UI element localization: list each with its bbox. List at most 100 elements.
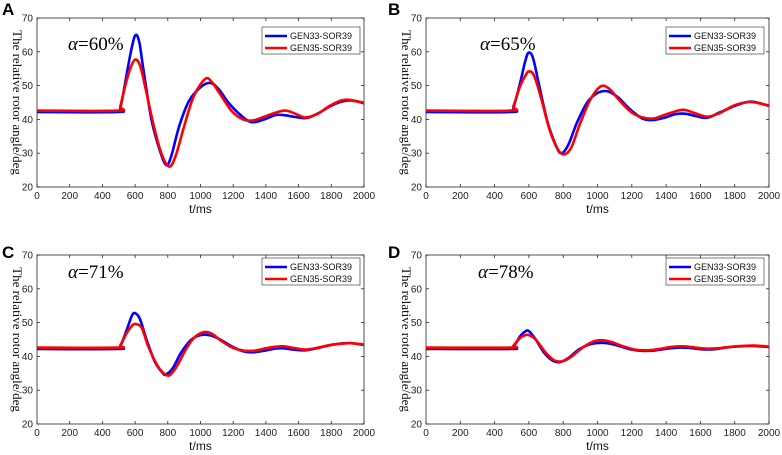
panel-label: C — [2, 243, 14, 262]
y-tick-label: 30 — [22, 149, 34, 160]
x-tick-label: 800 — [555, 428, 572, 439]
y-tick-label: 40 — [411, 352, 423, 363]
x-axis-label: t/ms — [189, 439, 212, 453]
x-tick-label: 2000 — [353, 191, 376, 202]
y-tick-label: 40 — [22, 115, 34, 126]
x-tick-label: 600 — [521, 191, 538, 202]
x-tick-label: 1600 — [689, 428, 712, 439]
x-tick-label: 800 — [159, 428, 176, 439]
y-tick-label: 20 — [411, 183, 423, 194]
legend-box — [261, 26, 361, 55]
x-tick-label: 800 — [159, 191, 176, 202]
y-tick-label: 30 — [411, 149, 423, 160]
legend-box — [261, 257, 361, 286]
y-tick-label: 60 — [411, 47, 423, 58]
y-axis-label: The relative rotor angle/deg — [10, 30, 25, 175]
legend-label: GEN33-SOR39 — [290, 31, 352, 41]
x-tick-label: 400 — [94, 191, 111, 202]
x-tick-label: 2000 — [758, 191, 781, 202]
alpha-value: =60% — [78, 34, 124, 55]
y-tick-label: 60 — [22, 47, 34, 58]
x-tick-label: 2000 — [758, 428, 781, 439]
x-tick-label: 400 — [486, 191, 503, 202]
panel-label: A — [2, 0, 14, 19]
x-tick-label: 1800 — [320, 191, 343, 202]
x-tick-label: 1400 — [255, 191, 278, 202]
series-line-gen35-sor39 — [37, 58, 364, 168]
y-axis-label: The relative rotor angle/deg — [399, 30, 414, 175]
x-tick-label: 1200 — [222, 191, 245, 202]
x-tick-label: 1000 — [189, 428, 212, 439]
alpha-annotation: α=65% — [480, 34, 536, 55]
y-tick-label: 50 — [22, 318, 34, 329]
x-tick-label: 800 — [555, 191, 572, 202]
x-tick-label: 1800 — [320, 428, 343, 439]
y-tick-label: 30 — [411, 386, 423, 397]
y-tick-label: 40 — [411, 115, 423, 126]
chart-panel-b: 0 200 400 600 800 1000 1200 1400 1600 1800 2000 20 3… — [388, 0, 781, 216]
x-tick-label: 1200 — [621, 191, 644, 202]
x-tick-label: 400 — [486, 428, 503, 439]
chart-panel-d: 0 200 400 600 800 1000 1200 1400 1600 1800 2000 20 3… — [388, 243, 781, 453]
alpha-symbol: α — [68, 262, 79, 283]
y-tick-label: 50 — [411, 318, 423, 329]
x-tick-label: 600 — [127, 191, 144, 202]
x-tick-label: 200 — [61, 428, 78, 439]
legend-label: GEN33-SOR39 — [290, 262, 352, 272]
x-tick-label: 1600 — [689, 191, 712, 202]
x-tick-label: 1600 — [287, 191, 310, 202]
x-tick-label: 1000 — [189, 191, 212, 202]
y-tick-label: 20 — [411, 420, 423, 431]
y-tick-label: 40 — [22, 352, 34, 363]
alpha-annotation: α=60% — [68, 34, 124, 55]
y-axis-label: The relative rotor angle/deg — [399, 267, 414, 412]
x-tick-label: 0 — [423, 191, 429, 202]
y-tick-label: 60 — [411, 284, 423, 295]
y-tick-label: 50 — [411, 81, 423, 92]
x-tick-label: 600 — [127, 428, 144, 439]
x-tick-label: 1200 — [222, 428, 245, 439]
legend-label: GEN33-SOR39 — [694, 31, 756, 41]
alpha-value: =78% — [488, 262, 534, 283]
alpha-annotation: α=71% — [68, 262, 124, 283]
alpha-annotation: α=78% — [478, 262, 534, 283]
y-tick-label: 70 — [411, 251, 423, 262]
chart-panel-c: 0 200 400 600 800 1000 1200 1400 1600 1800 2000 20 3… — [2, 243, 376, 453]
y-tick-label: 50 — [22, 81, 34, 92]
alpha-value: =71% — [78, 262, 124, 283]
x-tick-label: 200 — [452, 191, 469, 202]
legend-label: GEN35-SOR39 — [694, 43, 756, 53]
x-tick-label: 1400 — [655, 191, 678, 202]
alpha-symbol: α — [480, 34, 491, 55]
x-axis-label: t/ms — [189, 202, 212, 216]
series-line-gen35-sor39 — [426, 70, 769, 156]
y-axis-label: The relative rotor angle/deg — [10, 267, 25, 412]
x-tick-label: 600 — [521, 428, 538, 439]
series-line-gen35-sor39 — [37, 322, 364, 377]
x-tick-label: 1000 — [586, 428, 609, 439]
y-tick-label: 70 — [22, 251, 34, 262]
x-tick-label: 400 — [94, 428, 111, 439]
x-tick-label: 1400 — [655, 428, 678, 439]
x-tick-label: 0 — [34, 191, 40, 202]
y-tick-label: 60 — [22, 284, 34, 295]
legend-box — [665, 26, 765, 55]
alpha-value: =65% — [490, 34, 536, 55]
y-tick-label: 20 — [22, 183, 34, 194]
x-tick-label: 1000 — [586, 191, 609, 202]
legend-label: GEN35-SOR39 — [694, 274, 756, 284]
legend-label: GEN33-SOR39 — [694, 262, 756, 272]
y-tick-label: 20 — [22, 420, 34, 431]
series-line-gen35-sor39 — [426, 333, 769, 363]
x-tick-label: 1800 — [724, 428, 747, 439]
y-tick-label: 30 — [22, 386, 34, 397]
panel-label: B — [388, 0, 400, 19]
legend-box — [665, 257, 765, 286]
x-tick-label: 1200 — [621, 428, 644, 439]
alpha-symbol: α — [68, 34, 79, 55]
x-tick-label: 0 — [34, 428, 40, 439]
x-tick-label: 1800 — [724, 191, 747, 202]
x-tick-label: 200 — [61, 191, 78, 202]
panel-label: D — [388, 243, 400, 262]
